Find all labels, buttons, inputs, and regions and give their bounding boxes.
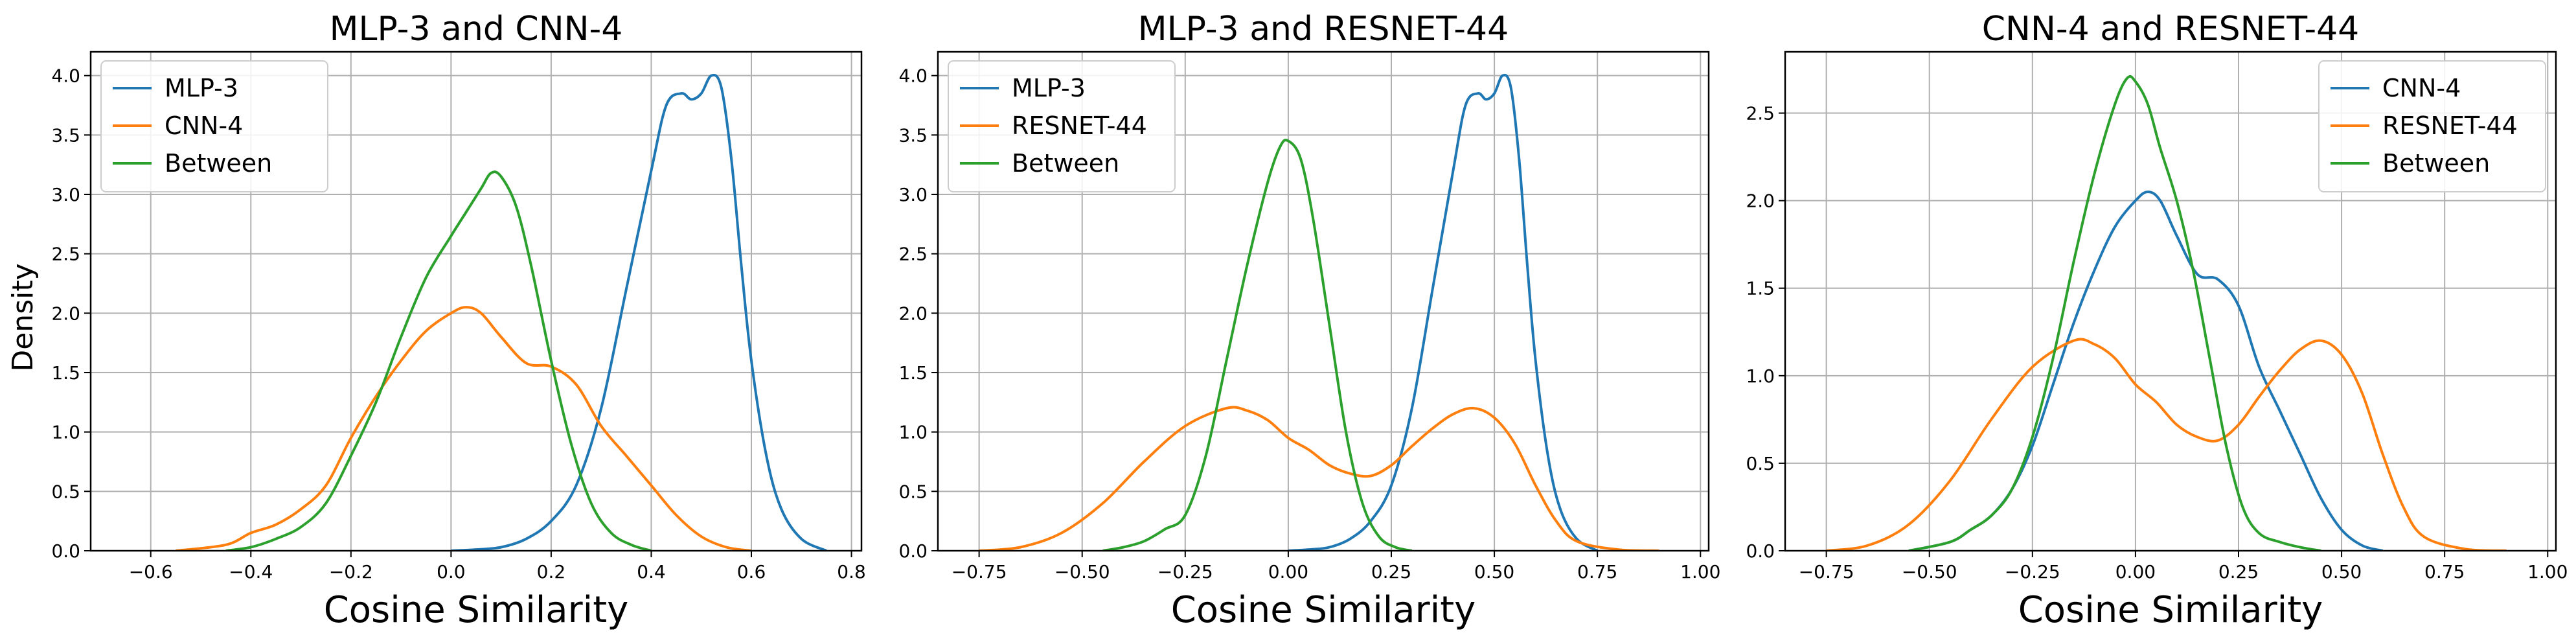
legend-label-between: Between [1012, 149, 1119, 178]
x-tick-label: 0.50 [1474, 561, 1514, 583]
series-line-mlp-3 [1288, 73, 1599, 551]
y-tick-label: 1.0 [1746, 365, 1775, 387]
x-tick-label: 0.25 [1371, 561, 1411, 583]
chart-title: MLP-3 and RESNET-44 [1138, 10, 1509, 49]
x-tick-label: 0.6 [737, 561, 766, 583]
series-lines [979, 73, 1659, 551]
series-line-between [225, 170, 652, 551]
legend-box [2318, 60, 2546, 192]
series-line-between [1102, 139, 1413, 551]
series-line-mlp-3 [451, 73, 827, 551]
x-tick-label: 0.2 [537, 561, 566, 583]
chart-panel-3: CNN-4 and RESNET-44 −0.75 −0.50 −0.25 0.00 0.… [1746, 10, 2568, 631]
legend-label-resnet-44: RESNET-44 [1012, 111, 1147, 140]
y-tick-label: 1.5 [51, 362, 80, 384]
series-line-resnet-44 [1826, 338, 2507, 551]
plot-frame [937, 51, 1710, 552]
legend-label-cnn-4: CNN-4 [2382, 74, 2461, 102]
y-tick-label: 0.0 [51, 540, 80, 562]
y-tick-label: 3.0 [898, 184, 928, 205]
legend-label-cnn-4: CNN-4 [165, 111, 243, 140]
series-line-between [1908, 75, 2321, 551]
chart-panels: MLP-3 and CNN-4 −0.6 −0.4 −0.2 0.0 0.2 0.4 0.6 0… [51, 10, 2568, 631]
x-tick-label: −0.2 [329, 561, 373, 583]
legend-label-resnet-44: RESNET-44 [2382, 111, 2518, 140]
y-tick-label: 0.0 [1746, 540, 1775, 562]
plot-frame [1784, 51, 2557, 552]
x-tick-label: 0.50 [2321, 561, 2362, 583]
series-lines [1826, 75, 2507, 551]
y-tick-label: 1.0 [898, 422, 928, 443]
chart-title: CNN-4 and RESNET-44 [1982, 10, 2360, 49]
shared-ylabel: Density [6, 263, 40, 371]
y-tick-label: 0.5 [1746, 453, 1775, 474]
x-tick-label: −0.50 [1902, 561, 1957, 583]
legend-box [100, 60, 328, 192]
y-tick-label: 2.5 [51, 244, 80, 265]
legend-label-between: Between [165, 149, 272, 178]
x-tick-label: 0.0 [437, 561, 466, 583]
legend-label-between: Between [2382, 149, 2490, 178]
series-lines [176, 73, 827, 551]
x-axis-label: Cosine Similarity [2018, 589, 2323, 631]
legend: MLP-3 RESNET-44 Between [948, 60, 1176, 192]
x-axis-label: Cosine Similarity [1171, 589, 1476, 631]
x-tick-label: 0.75 [1577, 561, 1617, 583]
legend: CNN-4 RESNET-44 Between [2318, 60, 2546, 192]
y-tick-label: 3.5 [51, 124, 80, 146]
x-tick-label: −0.25 [1157, 561, 1213, 583]
x-tick-label: −0.4 [229, 561, 273, 583]
series-line-cnn-4 [176, 306, 752, 551]
series-line-resnet-44 [979, 406, 1659, 551]
chart-panel-1: MLP-3 and CNN-4 −0.6 −0.4 −0.2 0.0 0.2 0.4 0.6 0… [51, 10, 865, 631]
x-tick-label: 0.8 [837, 561, 866, 583]
y-tick-label: 1.5 [898, 362, 928, 384]
x-tick-label: 0.4 [637, 561, 666, 583]
x-tick-label: 1.00 [2527, 561, 2568, 583]
x-tick-label: 0.00 [1268, 561, 1308, 583]
x-tick-label: −0.50 [1054, 561, 1110, 583]
y-tick-label: 1.5 [1746, 278, 1775, 299]
y-tick-label: 4.0 [898, 65, 928, 87]
legend-box [948, 60, 1176, 192]
chart-panel-2: MLP-3 and RESNET-44 −0.75 −0.50 −0.25 0.00 0.… [898, 10, 1720, 631]
y-tick-label: 2.0 [898, 303, 928, 324]
y-tick-label: 3.0 [51, 184, 80, 205]
y-tick-label: 2.5 [898, 244, 928, 265]
x-tick-label: 0.00 [2115, 561, 2156, 583]
y-tick-label: 1.0 [51, 422, 80, 443]
y-tick-label: 0.5 [51, 481, 80, 502]
y-tick-label: 0.0 [898, 540, 928, 562]
x-tick-label: 0.25 [2218, 561, 2259, 583]
y-tick-label: 0.5 [898, 481, 928, 502]
y-tick-label: 3.5 [898, 124, 928, 146]
x-tick-label: −0.75 [1799, 561, 1854, 583]
legend-label-mlp-3: MLP-3 [1012, 74, 1086, 102]
y-tick-label: 2.0 [51, 303, 80, 324]
x-tick-label: −0.75 [952, 561, 1007, 583]
legend: MLP-3 CNN-4 Between [100, 60, 328, 192]
y-tick-label: 4.0 [51, 65, 80, 87]
x-tick-label: −0.6 [129, 561, 173, 583]
x-tick-label: −0.25 [2005, 561, 2060, 583]
x-tick-label: 1.00 [1680, 561, 1720, 583]
x-tick-label: 0.75 [2424, 561, 2465, 583]
y-tick-label: 2.5 [1746, 103, 1775, 124]
y-tick-label: 2.0 [1746, 190, 1775, 212]
x-axis-label: Cosine Similarity [324, 589, 629, 631]
plot-frame [89, 51, 863, 552]
chart-title: MLP-3 and CNN-4 [330, 10, 623, 49]
legend-label-mlp-3: MLP-3 [165, 74, 238, 102]
